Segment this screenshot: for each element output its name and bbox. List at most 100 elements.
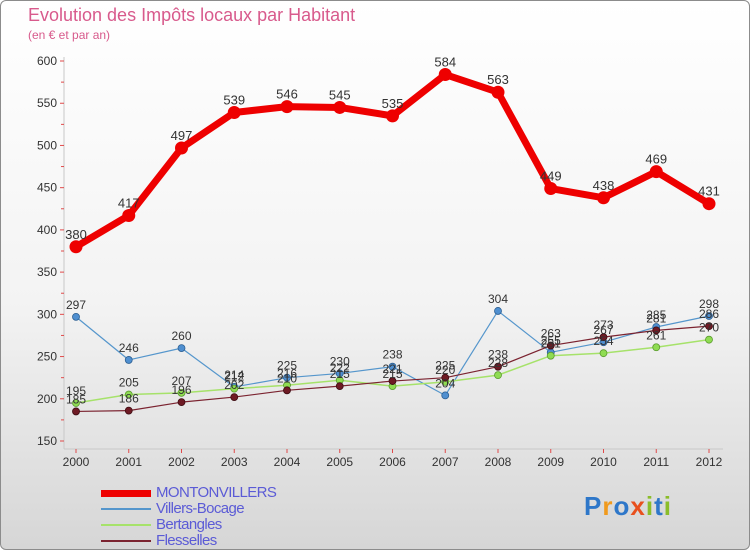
- logo-letter: x: [630, 491, 646, 521]
- logo-letter: i: [663, 491, 672, 521]
- data-label-bertangles: 254: [593, 334, 613, 348]
- data-point-flesselles: [546, 341, 555, 350]
- x-tick-label: 2001: [115, 455, 142, 469]
- data-label-flesselles: 186: [119, 392, 139, 406]
- data-point-bertangles: [124, 390, 133, 399]
- logo-letter: o: [613, 491, 631, 521]
- data-point-flesselles: [494, 362, 502, 371]
- data-label-bertangles: 251: [541, 337, 561, 351]
- y-tick-label: 200: [37, 392, 57, 406]
- data-point-bertangles: [705, 335, 713, 344]
- y-tick-label: 350: [37, 265, 57, 279]
- data-point-montonvillers: [438, 68, 452, 82]
- data-label-montonvillers: 563: [487, 72, 509, 87]
- data-label-villers-bocage: 225: [277, 359, 297, 373]
- data-label-bertangles: 270: [699, 321, 719, 335]
- data-point-montonvillers: [386, 109, 399, 123]
- data-label-villers-bocage: 204: [435, 376, 455, 390]
- chart-title: Evolution des Impôts locaux par Habitant: [28, 5, 356, 25]
- data-label-montonvillers: 469: [645, 152, 667, 167]
- y-tick-label: 150: [37, 434, 57, 448]
- x-tick-label: 2003: [221, 455, 248, 469]
- y-tick-label: 400: [37, 223, 57, 237]
- data-label-montonvillers: 539: [223, 93, 245, 108]
- logo-letter: t: [654, 491, 664, 521]
- data-label-bertangles: 207: [171, 374, 191, 388]
- data-label-flesselles: 263: [541, 327, 561, 341]
- data-label-villers-bocage: 238: [382, 348, 402, 362]
- data-label-villers-bocage: 297: [66, 298, 86, 312]
- data-point-flesselles: [652, 326, 661, 335]
- data-label-montonvillers: 535: [382, 96, 404, 111]
- data-label-villers-bocage: 267: [593, 323, 613, 337]
- chart-subtitle: (en € et par an): [28, 28, 111, 42]
- data-label-montonvillers: 431: [698, 184, 720, 199]
- data-point-montonvillers: [702, 197, 716, 211]
- data-label-flesselles: 286: [699, 307, 719, 321]
- y-tick-label: 250: [37, 350, 57, 364]
- legend-swatch: [101, 489, 151, 497]
- x-tick-label: 2012: [696, 455, 723, 469]
- y-tick-label: 450: [37, 181, 57, 195]
- data-label-flesselles: 210: [277, 371, 297, 385]
- data-point-villers-bocage: [441, 391, 450, 400]
- data-label-flesselles: 281: [646, 311, 666, 325]
- data-label-villers-bocage: 260: [171, 329, 191, 343]
- data-label-villers-bocage: 214: [224, 368, 244, 382]
- data-point-bertangles: [652, 343, 661, 352]
- data-point-villers-bocage: [494, 307, 502, 315]
- x-tick-label: 2005: [326, 455, 353, 469]
- data-point-montonvillers: [227, 106, 241, 120]
- legend-swatch: [101, 540, 151, 542]
- data-label-bertangles: 205: [119, 376, 139, 390]
- x-tick-label: 2008: [485, 455, 512, 469]
- data-label-villers-bocage: 246: [119, 341, 139, 355]
- y-tick-label: 550: [37, 96, 57, 110]
- data-point-montonvillers: [122, 209, 136, 223]
- data-label-flesselles: 238: [488, 348, 508, 362]
- y-tick-label: 300: [37, 307, 57, 321]
- data-point-bertangles: [177, 388, 186, 397]
- data-point-flesselles: [230, 393, 239, 401]
- legend-swatch: [101, 524, 151, 526]
- data-label-montonvillers: 584: [434, 55, 456, 70]
- logo-letter: i: [645, 491, 655, 521]
- data-label-villers-bocage: 255: [541, 333, 561, 347]
- x-tick-label: 2006: [379, 455, 406, 469]
- data-point-montonvillers: [649, 165, 663, 179]
- data-label-flesselles: 273: [593, 318, 613, 332]
- data-label-montonvillers: 545: [329, 87, 351, 102]
- data-point-flesselles: [335, 382, 344, 391]
- data-point-flesselles: [177, 398, 186, 407]
- data-point-villers-bocage: [705, 312, 713, 320]
- data-point-villers-bocage: [124, 356, 133, 364]
- data-labels: 297 246 260 214 225 230 238 204 304 255 267 285 298 1…: [65, 55, 720, 407]
- y-tick-label: 500: [37, 138, 57, 152]
- data-label-flesselles: 185: [66, 392, 86, 406]
- data-point-flesselles: [441, 373, 450, 382]
- x-tick-label: 2009: [537, 455, 564, 469]
- data-label-bertangles: 228: [488, 356, 508, 370]
- series-points: [69, 68, 716, 416]
- data-point-flesselles: [72, 407, 80, 416]
- data-point-montonvillers: [333, 100, 347, 114]
- data-point-montonvillers: [280, 100, 294, 114]
- data-label-bertangles: 212: [224, 370, 244, 384]
- proxiti-logo: Proxiti: [584, 491, 672, 522]
- axes: 150 200 250 300 350 400 450 500 550 600 2000 2001 20…: [37, 54, 723, 469]
- data-label-montonvillers: 546: [276, 87, 298, 102]
- data-point-montonvillers: [491, 85, 505, 99]
- data-label-bertangles: 222: [330, 361, 350, 375]
- y-tick-label: 600: [37, 54, 57, 68]
- data-label-flesselles: 215: [330, 367, 350, 381]
- data-point-villers-bocage: [283, 373, 291, 382]
- data-point-flesselles: [599, 333, 608, 342]
- data-point-bertangles: [546, 351, 555, 360]
- x-tick-label: 2002: [168, 455, 195, 469]
- data-point-bertangles: [494, 371, 502, 380]
- data-label-flesselles: 202: [224, 378, 244, 392]
- x-tick-label: 2004: [274, 455, 301, 469]
- data-point-flesselles: [388, 377, 397, 385]
